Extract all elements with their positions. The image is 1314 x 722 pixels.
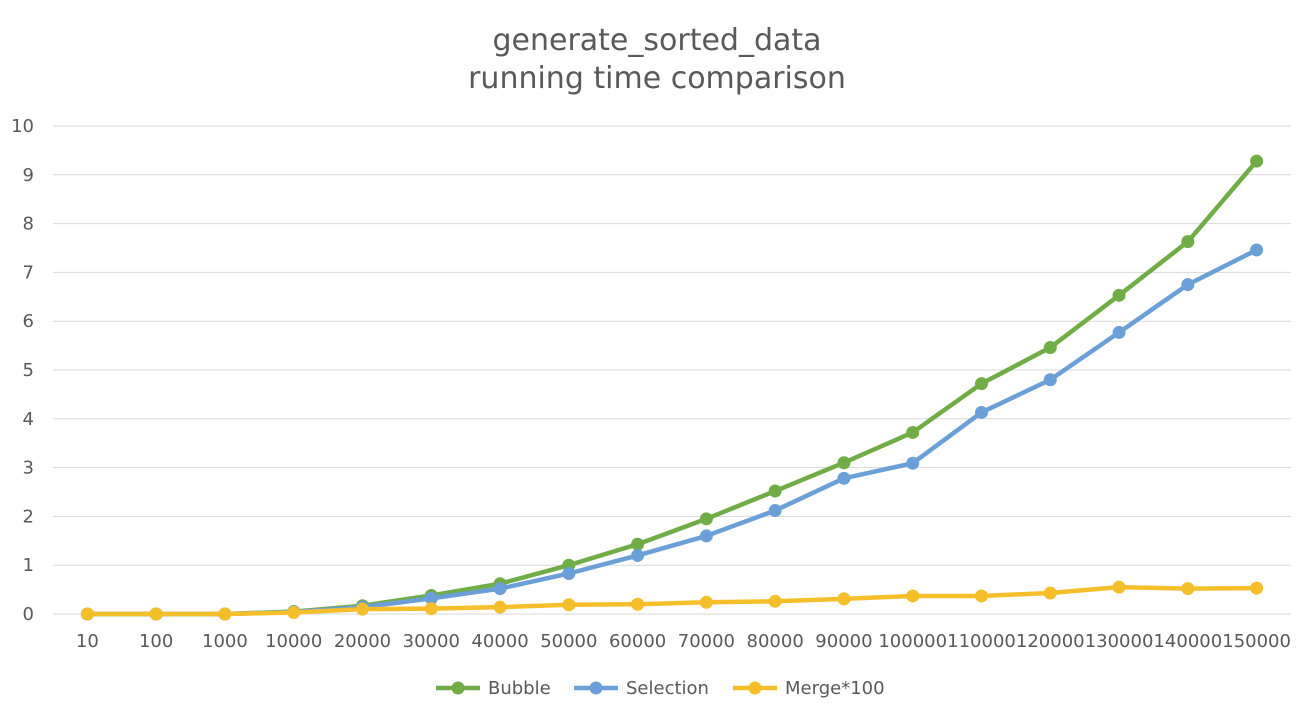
data-point [837,456,851,470]
y-tick-label: 6 [23,311,34,332]
x-tick-label: 140000 [1153,631,1222,652]
y-tick-label: 0 [23,604,34,625]
x-tick-label: 70000 [678,631,735,652]
y-tick-label: 2 [23,506,34,527]
data-point [218,607,232,621]
x-tick-label: 10000 [265,631,322,652]
data-point [80,607,94,621]
x-tick-label: 110000 [947,631,1016,652]
legend: Bubble Selection Merge*100 [436,678,885,699]
data-point [906,456,920,470]
x-tick-label: 100000 [878,631,947,652]
data-point [768,504,782,518]
data-point [837,592,851,606]
data-point [1250,581,1264,595]
x-tick-label: 120000 [1016,631,1085,652]
data-point [1250,154,1264,168]
series-line [85,247,1259,617]
legend-item: Merge*100 [733,678,885,699]
data-point [1112,288,1126,302]
x-tick-label: 90000 [815,631,872,652]
data-point [1181,278,1195,292]
series-bubble [80,154,1264,621]
series-lines [80,154,1264,621]
data-point [1043,341,1057,355]
data-point [562,598,576,612]
legend-item: Selection [574,678,709,699]
series-selection [80,243,1264,621]
data-point [975,589,988,603]
data-point [975,405,988,419]
y-tick-label: 3 [23,458,34,479]
y-tick-label: 7 [23,262,34,283]
y-tick-label: 8 [23,214,34,235]
legend-swatch-marker [748,681,762,695]
data-point [493,582,507,596]
data-point [906,589,920,603]
gridlines [53,125,1291,615]
data-point [699,595,713,609]
series-merge-100 [80,580,1264,621]
legend-swatch-marker [451,681,465,695]
y-tick-label: 9 [23,165,34,186]
x-tick-label: 30000 [403,631,460,652]
data-point [424,591,438,605]
legend-label: Selection [626,678,709,699]
data-point [837,471,851,485]
legend-swatch-marker [589,681,603,695]
data-point [1181,582,1195,596]
data-point [356,602,369,616]
data-point [493,600,507,614]
x-tick-label: 40000 [471,631,528,652]
data-point [975,377,988,391]
data-point [631,548,645,562]
data-point [631,597,645,611]
y-tick-label: 5 [23,360,34,381]
x-tick-label: 100 [139,631,173,652]
x-tick-label: 80000 [747,631,804,652]
data-point [1043,586,1057,600]
x-tick-label: 150000 [1222,631,1291,652]
legend-label: Bubble [488,678,551,699]
y-tick-label: 10 [11,116,34,137]
x-tick-label: 50000 [540,631,597,652]
legend-item: Bubble [436,678,551,699]
data-point [1181,235,1195,249]
x-tick-label: 60000 [609,631,666,652]
chart-title: generate_sorted_data [492,23,821,58]
data-point [699,529,713,543]
data-point [424,602,438,616]
data-point [1250,243,1264,257]
data-point [1112,580,1126,594]
data-point [768,594,782,608]
y-axis-tick-labels: 0 1 2 3 4 5 6 7 8 9 10 [11,116,34,625]
series-line [85,584,1259,617]
data-point [287,606,301,620]
x-tick-label: 130000 [1085,631,1154,652]
y-tick-label: 1 [23,555,34,576]
data-point [906,425,920,439]
data-point [1043,373,1057,387]
data-point [768,484,782,498]
data-point [1112,325,1126,339]
x-tick-label: 1000 [202,631,248,652]
data-point [631,537,645,551]
y-tick-label: 4 [23,409,34,430]
data-point [562,566,576,580]
x-axis-tick-labels: 10 100 1000 10000 20000 30000 40000 50000 60000 7… [76,631,1291,652]
chart-subtitle: running time comparison [468,61,846,96]
x-tick-label: 10 [76,631,99,652]
x-tick-label: 20000 [334,631,391,652]
data-point [699,512,713,526]
data-point [149,607,163,621]
legend-label: Merge*100 [785,678,885,699]
